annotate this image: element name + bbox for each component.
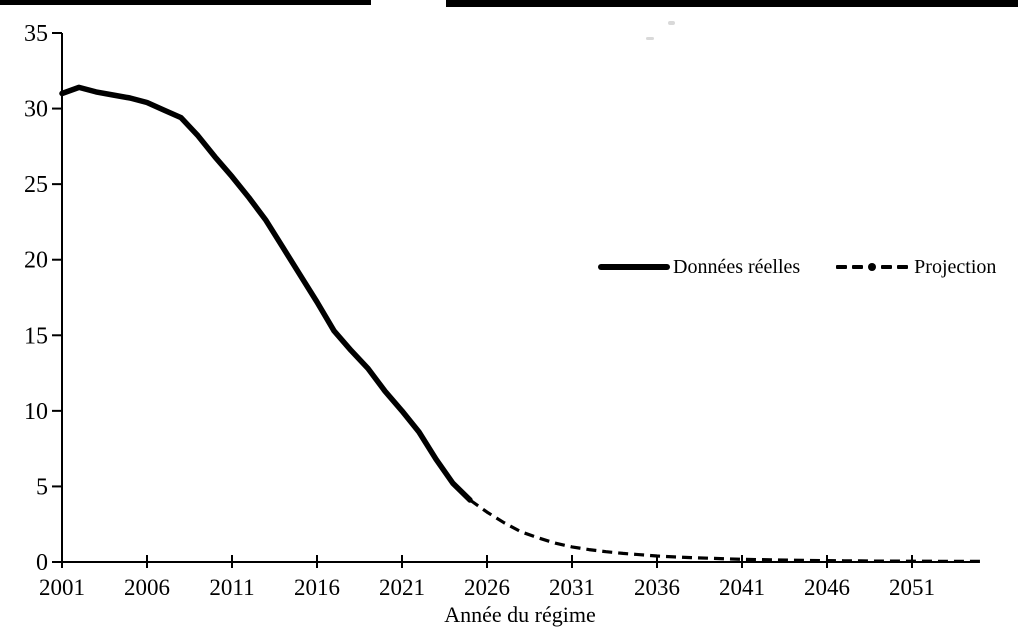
x-axis-title: Année du régime (444, 602, 596, 627)
y-tick-label: 30 (24, 97, 48, 123)
y-tick-label: 10 (24, 399, 48, 425)
solid-line-swatch-icon (598, 264, 670, 270)
y-tick-label: 20 (24, 248, 48, 274)
dashed-line-swatch-icon (836, 263, 909, 271)
x-tick-label: 2036 (634, 575, 680, 600)
x-tick-label: 2051 (889, 575, 935, 600)
legend-label: Projection (914, 256, 997, 278)
legend-item-donnees-reelles: Données réelles (598, 252, 800, 282)
x-tick-label: 2011 (209, 575, 254, 600)
x-tick-label: 2016 (294, 575, 340, 600)
legend: Données réelles Projection (598, 252, 996, 282)
y-tick-label: 15 (24, 323, 48, 349)
artifact-speck (646, 37, 654, 40)
artifact-speck (668, 21, 675, 25)
x-tick-label: 2001 (39, 575, 85, 600)
x-tick-label: 2031 (549, 575, 595, 600)
x-tick-label: 2006 (124, 575, 170, 600)
y-tick-label: 35 (24, 21, 48, 47)
legend-label: Données réelles (673, 256, 801, 278)
x-tick-label: 2026 (464, 575, 510, 600)
x-tick-label: 2041 (719, 575, 765, 600)
y-tick-label: 5 (36, 474, 48, 500)
legend-item-projection: Projection (836, 252, 996, 282)
series-dashed (469, 498, 980, 564)
x-tick-label: 2021 (379, 575, 425, 600)
top-border-right-segment (446, 0, 1018, 7)
y-tick-label: 25 (24, 172, 48, 198)
top-border-left-segment (0, 0, 371, 5)
x-tick-label: 2046 (804, 575, 850, 600)
series-solid (59, 84, 473, 503)
y-tick-label: 0 (36, 550, 48, 576)
